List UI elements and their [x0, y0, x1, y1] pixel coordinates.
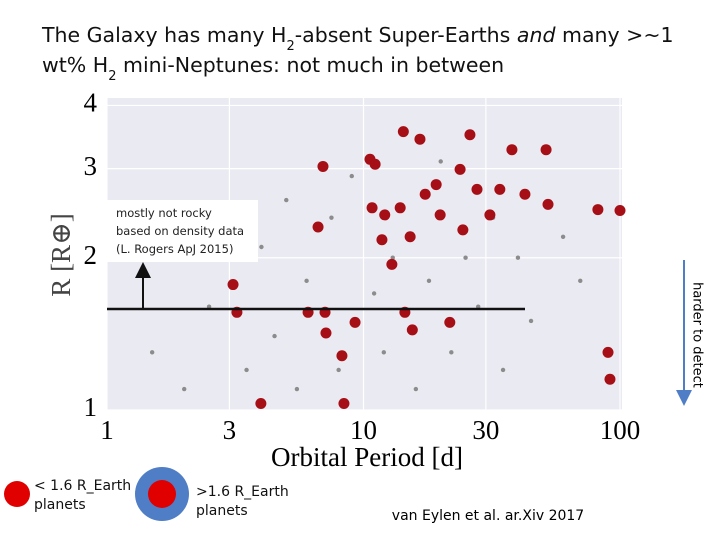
point: [284, 197, 289, 203]
point: [444, 316, 456, 328]
point: [463, 255, 468, 260]
point: [500, 367, 506, 373]
x-tick-label: 30: [472, 415, 499, 445]
point: [464, 129, 476, 141]
point: [336, 367, 341, 373]
point: [366, 202, 378, 214]
point: [394, 202, 406, 214]
point: [449, 350, 454, 355]
title-part: and: [517, 23, 557, 47]
side-note: harder to detect: [690, 282, 705, 388]
point: [438, 159, 443, 164]
title-part: wt% H: [42, 53, 108, 77]
legend-marker: [148, 480, 176, 508]
point: [227, 279, 239, 291]
point: [255, 398, 267, 410]
x-axis-label: Orbital Period [d]: [271, 442, 463, 472]
point: [349, 316, 361, 328]
x-tick-label: 10: [350, 415, 377, 445]
point: [312, 221, 324, 233]
y-tick-label: 1: [84, 392, 98, 422]
point: [515, 255, 521, 260]
point: [336, 350, 348, 362]
annotation-box: [107, 200, 258, 262]
point: [592, 204, 604, 216]
legend-label: planets: [34, 497, 86, 513]
x-tick-label: 1: [100, 415, 114, 445]
point: [602, 346, 614, 358]
annotation-text: mostly not rocky based on density data (L.…: [116, 206, 244, 256]
y-axis-label: R [R⊕]: [46, 213, 76, 296]
point: [376, 234, 388, 246]
point: [294, 386, 300, 392]
point: [371, 291, 377, 296]
point: [413, 386, 419, 392]
point: [426, 278, 432, 284]
point: [434, 209, 446, 221]
point: [182, 386, 187, 392]
point: [320, 327, 332, 339]
point: [379, 209, 391, 221]
point: [430, 179, 442, 191]
point: [272, 333, 277, 339]
point: [414, 133, 426, 145]
title-part: The Galaxy has many H: [41, 23, 286, 47]
point: [369, 158, 381, 170]
point: [338, 398, 350, 410]
title-part: mini-Neptunes: not much in between: [117, 53, 505, 77]
legend-label: < 1.6 R_Earth: [34, 478, 131, 494]
y-tick-label: 4: [84, 88, 98, 118]
point: [604, 373, 616, 385]
y-tick-label: 2: [84, 240, 98, 270]
point: [454, 163, 466, 175]
point: [329, 215, 334, 220]
point: [397, 126, 409, 138]
annotation-line: mostly not rocky: [116, 206, 212, 220]
point: [149, 350, 155, 355]
point: [484, 209, 496, 221]
point: [614, 204, 626, 216]
x-tick-label: 3: [223, 415, 237, 445]
title-part: 2: [108, 69, 116, 84]
point: [244, 367, 249, 373]
y-tick-label: 3: [84, 151, 98, 181]
point: [540, 144, 552, 156]
slide-title: The Galaxy has many H2-absent Super-Eart…: [41, 23, 674, 84]
point: [390, 255, 395, 260]
title-part: many >~1: [555, 23, 673, 47]
point: [519, 188, 531, 200]
legend-label: planets: [196, 503, 248, 519]
title-part: 2: [286, 39, 294, 54]
title-part: -absent Super-Earths: [295, 23, 517, 47]
point: [381, 350, 387, 355]
legend-marker: [4, 481, 30, 507]
point: [560, 234, 566, 239]
point: [457, 224, 469, 236]
point: [542, 198, 554, 210]
points: [149, 126, 626, 410]
point: [419, 188, 431, 200]
point: [506, 144, 518, 156]
point: [578, 278, 583, 284]
point: [404, 231, 416, 243]
point: [304, 278, 309, 284]
credit: van Eylen et al. ar.Xiv 2017: [392, 508, 584, 524]
annotation-line: based on density data: [116, 224, 244, 238]
point: [528, 318, 534, 324]
point: [406, 324, 418, 336]
x-tick-label: 100: [600, 415, 641, 445]
point: [471, 183, 483, 195]
point: [349, 173, 354, 179]
annotation-line: (L. Rogers ApJ 2015): [116, 242, 233, 256]
point: [386, 258, 398, 270]
point: [317, 160, 329, 172]
legend-label: >1.6 R_Earth: [196, 484, 289, 500]
point: [259, 244, 264, 250]
point: [494, 183, 506, 195]
